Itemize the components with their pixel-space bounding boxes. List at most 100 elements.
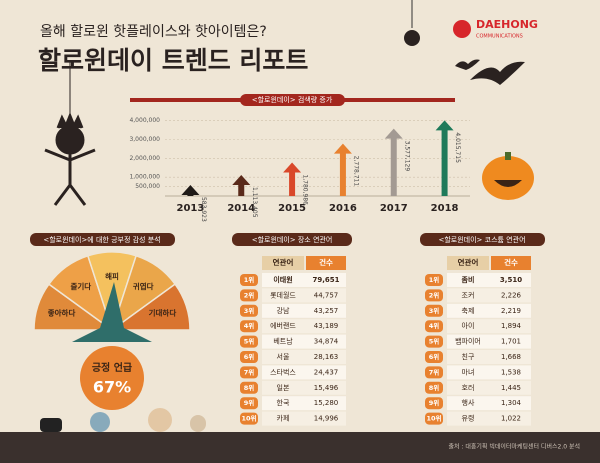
title: 할로윈데이 트렌드 리포트 — [38, 46, 308, 75]
term: 축제 — [462, 306, 475, 315]
x-tick-label: 2015 — [278, 203, 306, 214]
term: 베트남 — [273, 337, 293, 346]
x-tick-label: 2017 — [380, 203, 408, 214]
term: 좀비 — [462, 275, 475, 284]
rank-badge — [240, 320, 258, 333]
count: 15,280 — [314, 399, 339, 407]
header-cell — [306, 256, 346, 270]
y-tick-label: 4,000,000 — [129, 117, 160, 124]
count: 44,757 — [314, 291, 339, 299]
value-label: 3,577,129 — [403, 141, 410, 172]
rank: 10위 — [426, 414, 441, 423]
source: 출처 : 대홍기획 빅데이터마케팅센터 디버스2.0 분석 — [448, 443, 580, 451]
row-bg — [447, 303, 531, 318]
rank-badge — [425, 351, 443, 363]
row-bg — [447, 411, 531, 426]
row-bg — [447, 334, 531, 349]
y-tick-label: 500,000 — [135, 183, 160, 190]
footer-band — [0, 432, 600, 463]
y-tick-label: 2,000,000 — [129, 155, 160, 162]
term: 이태원 — [273, 275, 292, 284]
term: 아이 — [462, 321, 475, 330]
rank-badge — [240, 304, 258, 317]
term: 에버랜드 — [270, 321, 296, 330]
section-pill — [420, 233, 545, 246]
arrow — [333, 143, 352, 196]
witch-hat — [72, 282, 152, 342]
rank-badge — [240, 366, 258, 379]
x-tick-label: 2016 — [329, 203, 357, 214]
fan-label: 해피 — [105, 271, 119, 281]
term: 뱀파이어 — [455, 337, 481, 346]
header-text: 건수 — [319, 257, 333, 267]
value-label: 2,778,711 — [352, 156, 359, 187]
value-label: 583,923 — [200, 197, 207, 222]
rank: 2위 — [429, 290, 440, 299]
rank: 7위 — [429, 367, 440, 376]
row-bg — [262, 334, 346, 349]
section-pill — [30, 233, 175, 246]
term: 강남 — [277, 306, 290, 315]
share-value: 67% — [93, 378, 131, 397]
fan-label: 즐기다 — [70, 281, 91, 291]
section-pill — [232, 233, 352, 246]
row-bg — [262, 288, 346, 303]
rank: 9위 — [429, 398, 440, 407]
count: 34,874 — [314, 338, 339, 346]
rank: 9위 — [244, 398, 255, 407]
rank-badge — [425, 335, 443, 348]
fan-segment — [109, 283, 191, 331]
header-text: 연관어 — [458, 257, 479, 267]
row-bg — [447, 365, 531, 380]
value-label: 1,780,986 — [302, 174, 309, 205]
term: 스타벅스 — [270, 367, 296, 376]
chart-header-pill — [240, 94, 345, 106]
term: 유령 — [462, 415, 475, 423]
rank: 7위 — [244, 367, 255, 376]
rank-badge — [240, 289, 258, 302]
skeleton — [44, 60, 96, 206]
header-text: 건수 — [504, 257, 518, 267]
rank: 8위 — [244, 383, 255, 392]
rank-badge — [425, 397, 443, 410]
term: 조커 — [462, 290, 475, 299]
fan-label: 기대하다 — [149, 308, 177, 318]
rank-badge — [425, 274, 443, 286]
count: 3,510 — [500, 276, 522, 284]
row-bg — [262, 396, 346, 411]
fan-label: 좋아하다 — [48, 308, 76, 318]
row-bg — [262, 411, 346, 426]
rank-badge — [240, 351, 258, 363]
row-bg — [262, 303, 346, 318]
arrow — [232, 175, 251, 196]
header-cell — [262, 256, 304, 270]
header-cell — [447, 256, 489, 270]
rank-badge — [240, 412, 258, 425]
count: 2,226 — [501, 291, 522, 299]
share-badge — [80, 346, 144, 410]
arrow — [283, 162, 302, 196]
count: 1,304 — [501, 399, 522, 407]
rank: 6위 — [429, 352, 440, 361]
term: 서울 — [277, 352, 290, 361]
rank: 4위 — [244, 321, 255, 330]
rank-badge — [240, 381, 258, 394]
term: 한국 — [277, 399, 290, 407]
rank: 6위 — [244, 352, 255, 361]
count: 1,894 — [501, 322, 522, 330]
count: 24,437 — [314, 368, 339, 376]
value-label: 1,113,405 — [251, 187, 258, 218]
chart-title: <할로윈데이> 검색량 증가 — [252, 95, 333, 104]
count: 43,189 — [314, 322, 339, 330]
rank: 3위 — [429, 306, 440, 315]
rank: 5위 — [429, 337, 440, 346]
bats — [455, 59, 525, 85]
rank-badge — [425, 366, 443, 379]
term: 마녀 — [462, 367, 475, 376]
term: 행사 — [462, 398, 475, 407]
y-tick-label: 1,000,000 — [129, 174, 160, 181]
row-bg — [447, 273, 531, 287]
count: 1,668 — [501, 353, 521, 361]
section-title: <할로윈데이> 장소 연관어 — [252, 235, 333, 244]
